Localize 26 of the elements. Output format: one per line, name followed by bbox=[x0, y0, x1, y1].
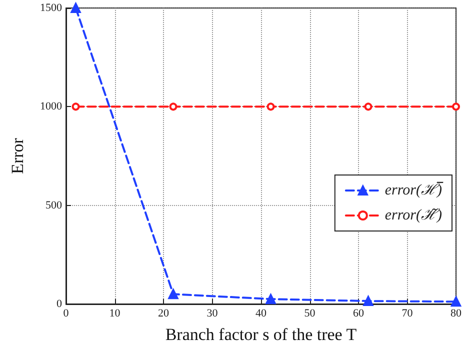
x-tick-label: 40 bbox=[256, 308, 267, 320]
x-tick-label: 30 bbox=[206, 308, 218, 320]
point bbox=[363, 296, 374, 306]
x-axis-title: Branch factor s of the tree T bbox=[165, 325, 358, 344]
point bbox=[452, 102, 460, 111]
x-tick-label: 20 bbox=[158, 308, 170, 320]
y-tick-label: 0 bbox=[56, 298, 62, 310]
x-tick-label: 80 bbox=[450, 308, 462, 320]
point bbox=[266, 102, 275, 111]
y-tick-label: 1000 bbox=[40, 100, 62, 113]
legend-label: error(ℋ̃) bbox=[384, 208, 442, 224]
y-axis-title: Error bbox=[8, 138, 27, 174]
x-tick-label: 10 bbox=[109, 308, 121, 320]
y-tick-label: 500 bbox=[46, 199, 62, 212]
legend-label: error(ℋ̅) bbox=[384, 182, 444, 198]
point bbox=[266, 294, 276, 304]
y-tick-label: 1500 bbox=[40, 2, 62, 14]
point bbox=[72, 102, 80, 111]
x-tick-label: 50 bbox=[304, 308, 316, 320]
point bbox=[451, 296, 461, 307]
x-tick-label: 70 bbox=[402, 308, 414, 320]
x-tick-label: 60 bbox=[353, 308, 364, 320]
point bbox=[70, 3, 81, 13]
point bbox=[169, 102, 178, 111]
point bbox=[168, 289, 178, 300]
point bbox=[364, 102, 372, 111]
